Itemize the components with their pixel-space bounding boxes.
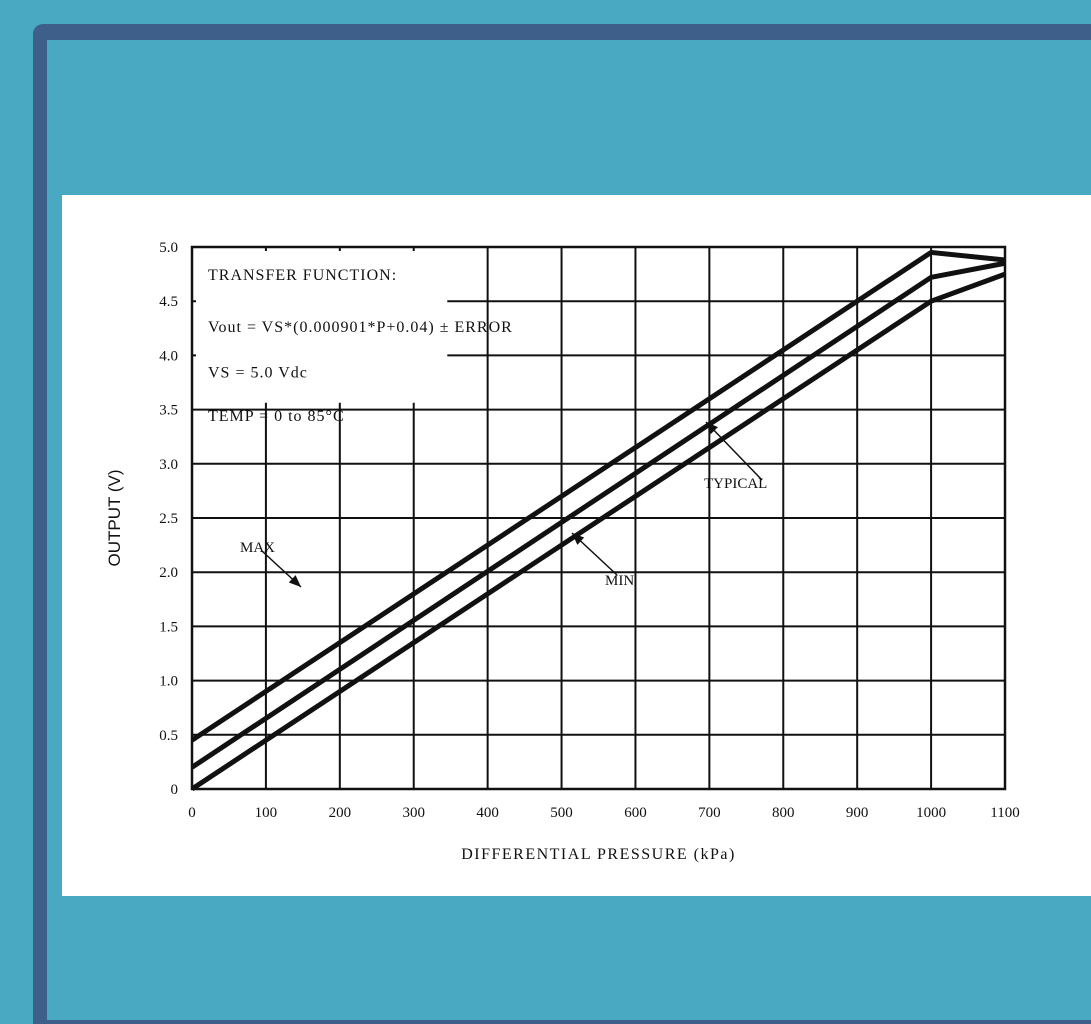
series-labels: MAX TYPICAL MIN (240, 421, 767, 589)
x-tick-labels: 0 100 200 300 400 500 600 700 800 900 1000 1100 (188, 805, 1019, 821)
annotation-line-0: TRANSFER FUNCTION: (208, 267, 397, 284)
y-tick-label-4.0: 4.0 (159, 348, 178, 364)
y-tick-label-2.5: 2.5 (159, 511, 178, 527)
x-tick-label-500: 500 (550, 805, 573, 821)
y-tick-label-2.0: 2.0 (159, 565, 178, 581)
annotation-line-1: Vout = VS*(0.000901*P+0.04) ± ERROR (208, 319, 513, 336)
x-tick-label-1000: 1000 (916, 805, 946, 821)
x-tick-label-700: 700 (698, 805, 721, 821)
x-axis-title: DIFFERENTIAL PRESSURE (kPa) (461, 846, 736, 863)
x-tick-label-600: 600 (624, 805, 647, 821)
y-tick-label-4.5: 4.5 (159, 294, 178, 310)
chart-svg: TRANSFER FUNCTION: Vout = VS*(0.000901*P+… (105, 240, 1020, 863)
y-tick-label-0: 0 (171, 782, 179, 798)
annotation-line-2: VS = 5.0 Vdc (208, 365, 308, 382)
series-lines (190, 249, 1006, 792)
y-tick-label-3.0: 3.0 (159, 457, 178, 473)
y-tick-label-0.5: 0.5 (159, 728, 178, 744)
y-axis-title: OUTPUT (V) (105, 470, 124, 567)
y-tick-label-1.5: 1.5 (159, 619, 178, 635)
x-tick-label-300: 300 (402, 805, 425, 821)
plot-frame (190, 245, 1007, 791)
series-label-typical: TYPICAL (704, 476, 767, 492)
leader-arrowhead-max (288, 575, 301, 587)
annotation-box-mask (196, 251, 448, 403)
leader-arrowhead-typical (706, 422, 718, 435)
series-line-min (190, 271, 1006, 792)
x-tick-label-800: 800 (772, 805, 795, 821)
plot-frame-rect (190, 245, 1007, 791)
y-tick-labels: 0 0.5 1.0 1.5 2.0 2.5 3.0 3.5 4.0 4.5 5.0 (159, 240, 178, 798)
x-tick-label-400: 400 (476, 805, 499, 821)
series-line-max (190, 249, 1006, 743)
series-label-min: MIN (605, 573, 634, 589)
x-tick-label-900: 900 (846, 805, 869, 821)
leader-arrowhead-min (572, 533, 585, 545)
series-line-typical (190, 260, 1006, 770)
x-tick-label-200: 200 (329, 805, 352, 821)
x-tick-label-1100: 1100 (990, 805, 1019, 821)
y-tick-label-3.5: 3.5 (159, 403, 178, 419)
figure-panel: TRANSFER FUNCTION: Vout = VS*(0.000901*P+… (62, 195, 1091, 896)
annotation-line-3: TEMP = 0 to 85°C (208, 408, 345, 425)
series-label-max: MAX (240, 540, 275, 556)
annotation-block: TRANSFER FUNCTION: Vout = VS*(0.000901*P+… (208, 267, 513, 425)
y-tick-label-1.0: 1.0 (159, 674, 178, 690)
x-tick-label-100: 100 (255, 805, 278, 821)
leader-line-typical (705, 421, 763, 481)
y-tick-label-5.0: 5.0 (159, 240, 178, 256)
x-tick-label-0: 0 (188, 805, 196, 821)
